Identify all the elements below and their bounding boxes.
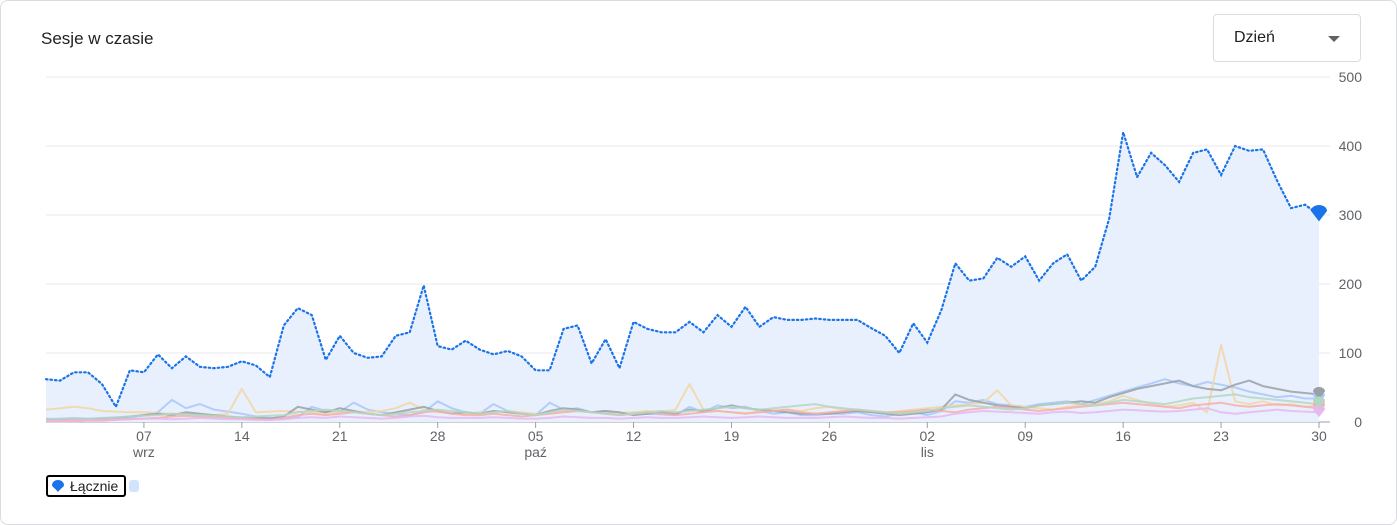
y-tick-label: 400	[1339, 138, 1363, 154]
x-tick-label: 28	[430, 428, 446, 444]
x-tick-label: 12	[626, 428, 642, 444]
x-tick-label: 23	[1213, 428, 1229, 444]
legend-item-total[interactable]: Łącznie	[46, 475, 127, 497]
series-end-marker-7	[1313, 396, 1325, 409]
series-end-marker-4	[1313, 386, 1325, 400]
end-markers	[1311, 205, 1327, 418]
caret-down-icon	[1328, 36, 1340, 42]
card-title: Sesje w czasie	[41, 29, 154, 48]
total-end-marker	[1311, 205, 1327, 222]
x-tick-month-label: wrz	[132, 444, 155, 460]
x-tick-month-label: lis	[921, 444, 934, 460]
x-tick-label: 19	[724, 428, 740, 444]
x-tick-label: 05	[528, 428, 544, 444]
x-tick-label: 07	[136, 428, 152, 444]
series-line-6	[46, 407, 1320, 422]
x-tick-label: 16	[1115, 428, 1131, 444]
x-tick-label: 21	[332, 428, 348, 444]
x-tick-label: 14	[234, 428, 250, 444]
y-tick-label: 300	[1339, 207, 1363, 223]
y-tick-label: 500	[1339, 69, 1363, 85]
series-line-7	[45, 393, 1320, 421]
series-end-marker-6	[1313, 404, 1325, 418]
series-layer	[44, 131, 1321, 423]
x-tick-label: 02	[920, 428, 936, 444]
y-tick-label: 100	[1339, 345, 1363, 361]
x-tick-month-label: paź	[524, 444, 547, 460]
total-series-area	[46, 132, 1319, 422]
x-tick-label: 30	[1311, 428, 1327, 444]
pin-icon	[52, 480, 64, 492]
area-layer	[46, 132, 1319, 422]
y-tick-label: 200	[1339, 276, 1363, 292]
x-tick-label: 09	[1017, 428, 1033, 444]
legend-label-total: Łącznie	[70, 478, 119, 494]
period-select[interactable]: Dzień	[1213, 14, 1361, 62]
period-select-value: Dzień	[1234, 29, 1275, 46]
x-tick-label: 26	[822, 428, 838, 444]
legend-more-chip[interactable]	[129, 480, 140, 492]
legend: Łącznie	[46, 475, 140, 497]
y-tick-label: 0	[1354, 414, 1362, 430]
total-series-line	[44, 131, 1321, 410]
series-line-3	[45, 343, 1320, 417]
y-axis: 0 100 200 300 400 500	[1339, 69, 1363, 430]
